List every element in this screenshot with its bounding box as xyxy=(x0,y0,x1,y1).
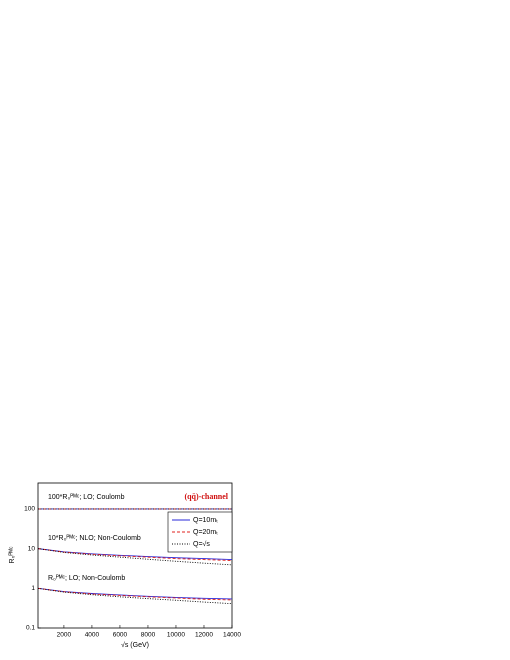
x-tick-label: 14000 xyxy=(223,632,241,639)
curve xyxy=(37,548,233,566)
plot-frame xyxy=(37,482,233,629)
x-tick-label: 12000 xyxy=(195,632,213,639)
x-tick-label: 6000 xyxy=(113,632,128,639)
curve xyxy=(37,548,233,562)
channel-label: (qq̄)-channel xyxy=(184,492,228,501)
y-axis-label: R₀ᴾᴹᶜ xyxy=(9,546,16,563)
annotation: 10*R₀ᴾᴹᶜ; NLO; Non-Coulomb xyxy=(48,535,141,542)
legend-label: Q=√s xyxy=(193,540,210,548)
legend-label: Q=10mₜ xyxy=(193,517,218,524)
x-tick-label: 2000 xyxy=(57,632,72,639)
x-axis-label: √s (GeV) xyxy=(121,641,149,649)
y-tick-label: 0.1 xyxy=(26,625,35,632)
y-tick-label: 1 xyxy=(31,585,35,592)
legend-label: Q=20mₜ xyxy=(193,529,218,536)
curve xyxy=(37,587,233,605)
curve xyxy=(37,587,233,600)
annotation: R₀ᴾᴹᶜ; LO; Non-Coulomb xyxy=(48,575,125,582)
x-tick-label: 4000 xyxy=(85,632,100,639)
curve xyxy=(37,587,233,601)
x-tick-label: 8000 xyxy=(141,632,156,639)
annotation: 100*R₀ᴾᴹᶜ; LO; Coulomb xyxy=(48,494,125,501)
y-tick-label: 100 xyxy=(24,506,35,513)
x-tick-label: 10000 xyxy=(167,632,185,639)
y-tick-label: 10 xyxy=(28,545,36,552)
